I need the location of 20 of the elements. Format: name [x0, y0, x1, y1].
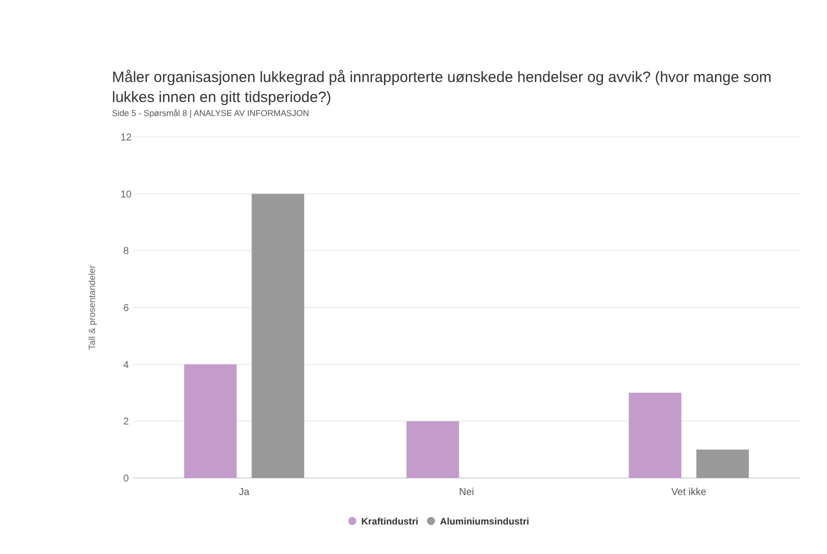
x-tick-label: Nei [458, 487, 474, 498]
y-tick-label: 2 [123, 416, 130, 428]
x-tick-label: Vet ikke [671, 487, 707, 498]
y-tick-label: 12 [120, 132, 132, 144]
y-tick-label: 8 [123, 246, 130, 258]
x-tick-label: Ja [238, 487, 250, 498]
chart-title: Måler organisasjonen lukkegrad på innrapporterte uønskede hendelser og avvik? (hvor mange som lukkes innen en gitt tidsperiode?) [112, 69, 772, 106]
y-axis-title: Tall & prosentandeler [87, 265, 97, 350]
y-tick-label: 4 [123, 360, 130, 371]
bar [406, 421, 459, 478]
y-tick-label: 0 [123, 474, 130, 484]
y-tick-label: 10 [120, 189, 132, 200]
chart-subtitle: Side 5 - Spørsmål 8 | ANALYSE AV INFORMASJON [112, 108, 309, 118]
y-tick-label: 6 [123, 303, 130, 314]
legend-label: Aluminiumsindustri [440, 516, 530, 528]
bar [628, 392, 682, 478]
bar [252, 194, 304, 478]
bar [696, 450, 749, 478]
bar [184, 364, 237, 478]
legend-label: Kraftindustri [361, 516, 418, 528]
